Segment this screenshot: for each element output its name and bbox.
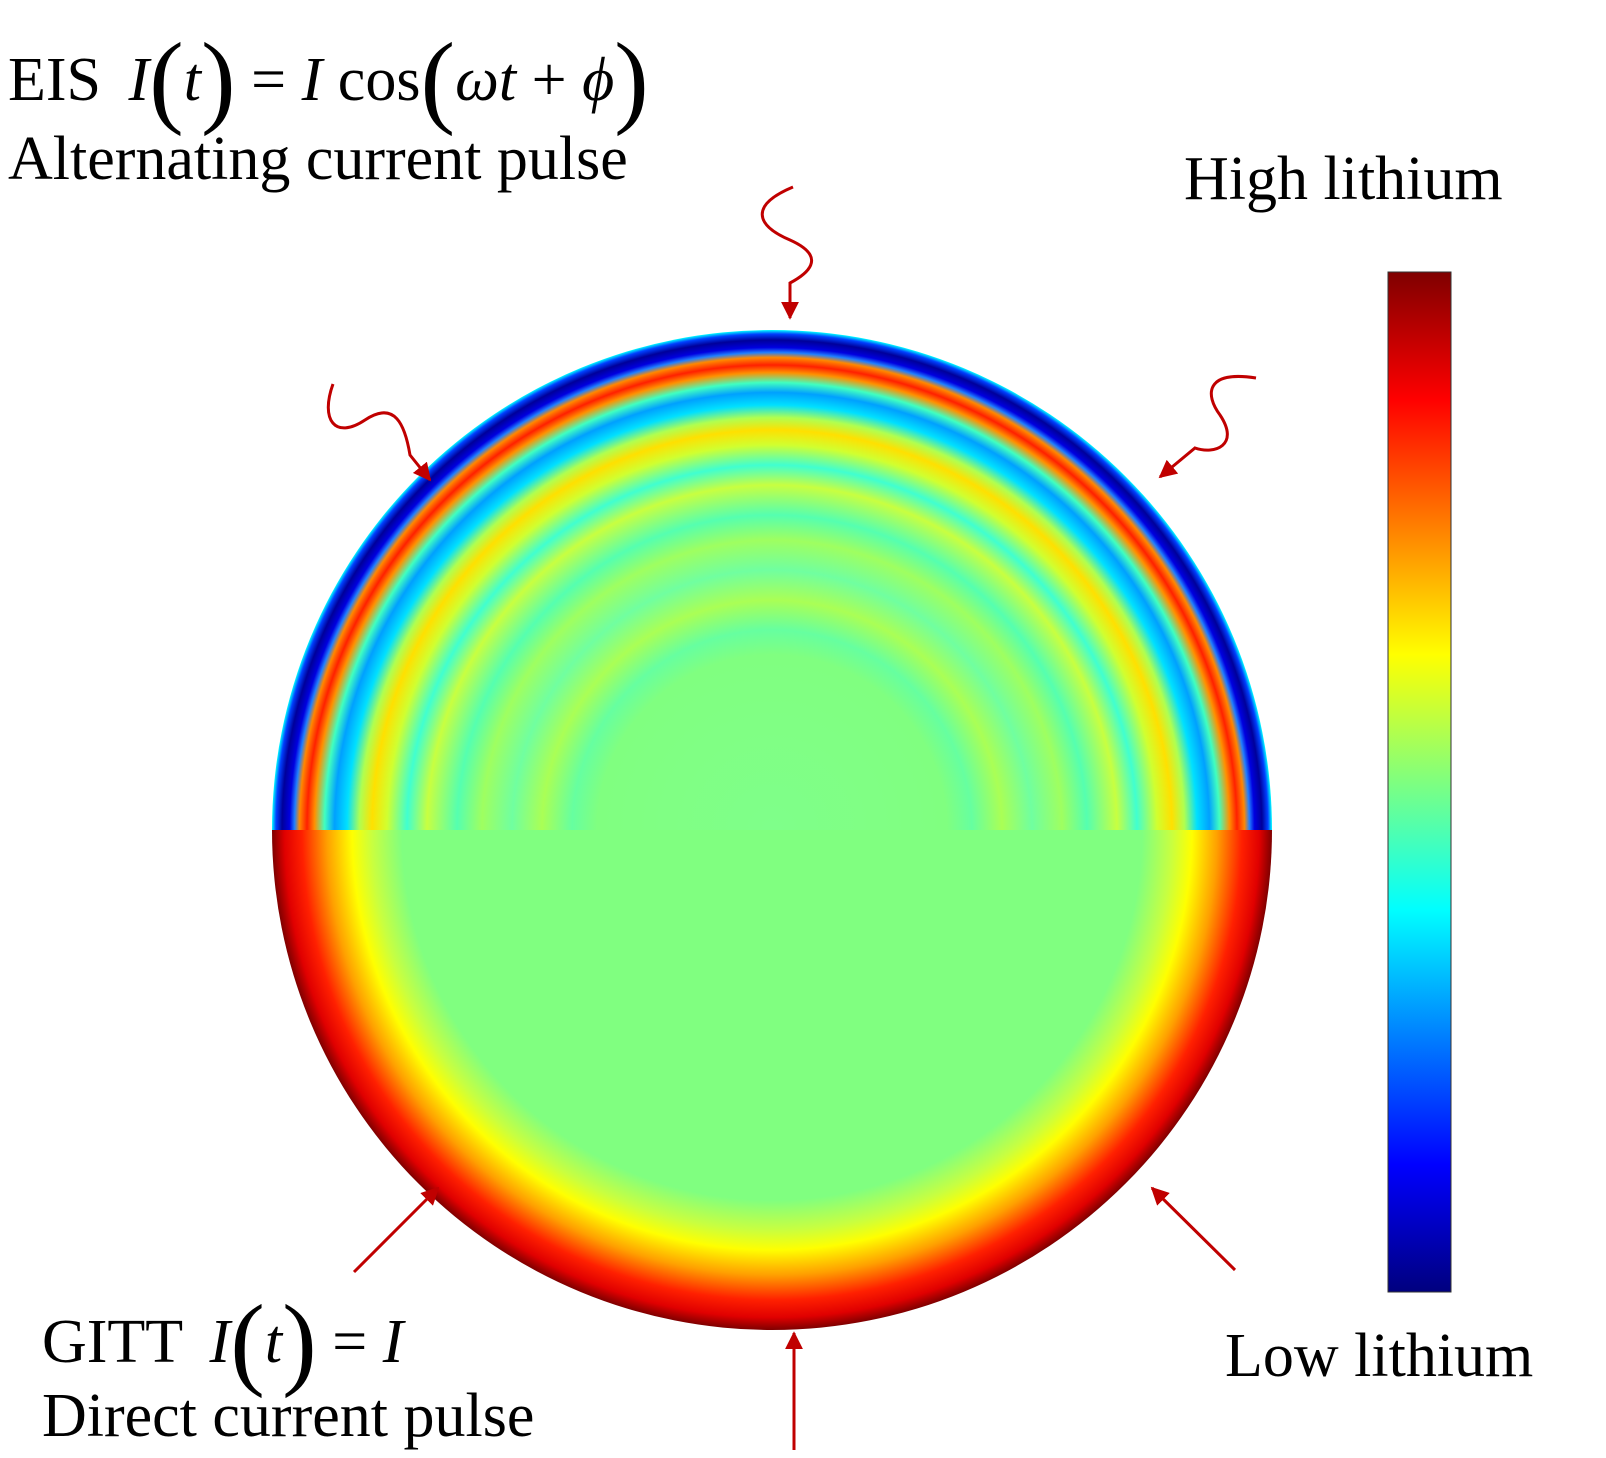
ac-arrow-right	[1160, 376, 1256, 477]
gitt-method-label: GITT	[42, 1308, 182, 1376]
eis-method-label: EIS	[8, 46, 101, 114]
eis-cos: cos	[338, 46, 421, 114]
eis-phi: ϕ	[582, 46, 614, 114]
gitt-equals: =	[332, 1308, 367, 1376]
gitt-equation: GITT I(t) = I	[42, 1290, 403, 1394]
eis-plus: +	[532, 46, 567, 114]
eis-current-symbol: I	[129, 46, 150, 114]
colorbar	[1388, 272, 1451, 1292]
eis-equation: EIS I(t) = I cos(ωt + ϕ)	[8, 28, 649, 132]
dc-arrow-right	[1152, 1188, 1235, 1270]
ac-arrow-left	[328, 384, 430, 480]
gitt-time-symbol: t	[265, 1308, 282, 1376]
eis-amplitude-symbol: I	[302, 46, 323, 114]
eis-equals: =	[251, 46, 286, 114]
gitt-half-particle	[272, 830, 1272, 1330]
gitt-caption: Direct current pulse	[42, 1385, 534, 1447]
colorbar-high-label: High lithium	[1184, 148, 1503, 210]
ac-arrow-top	[762, 187, 811, 318]
dc-arrow-left	[354, 1188, 438, 1272]
eis-omega-t: ωt	[455, 46, 516, 114]
eis-caption: Alternating current pulse	[8, 128, 628, 190]
colorbar-low-label: Low lithium	[1225, 1325, 1533, 1387]
eis-half-particle	[272, 330, 1272, 830]
gitt-rhs-symbol: I	[383, 1308, 404, 1376]
gitt-current-symbol: I	[210, 1308, 231, 1376]
eis-time-symbol: t	[184, 46, 201, 114]
